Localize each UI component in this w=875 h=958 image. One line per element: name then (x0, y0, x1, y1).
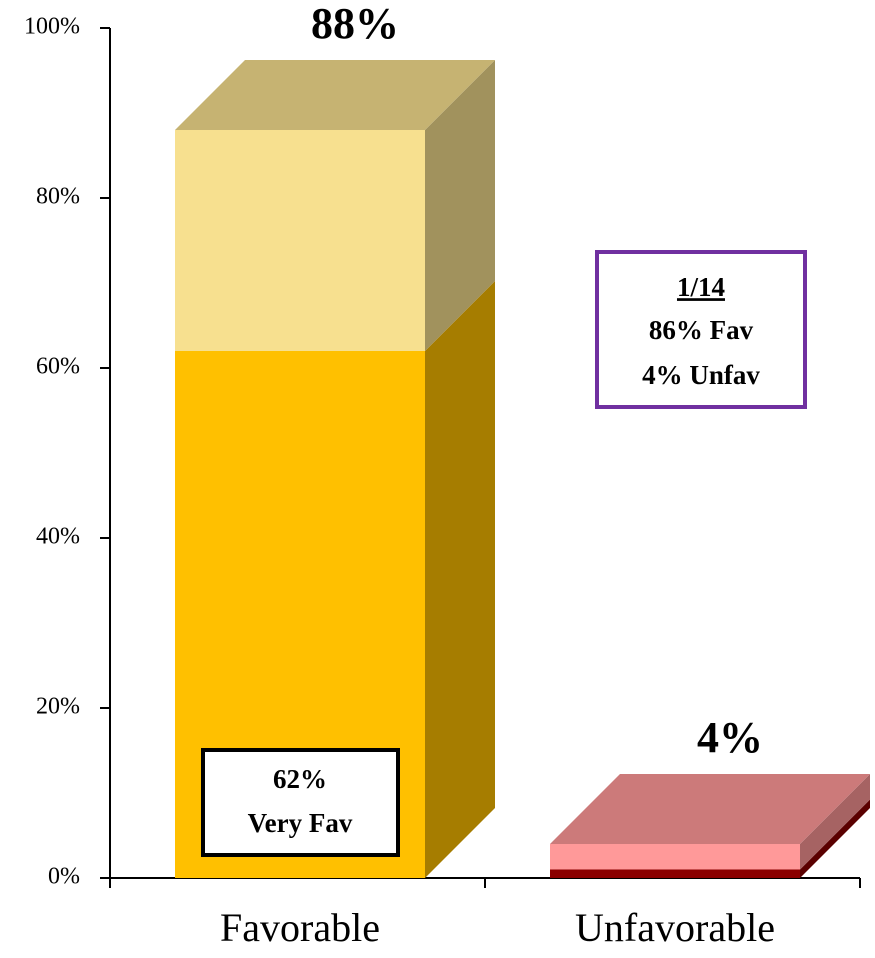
annotation-text: 62% (273, 764, 327, 794)
y-tick-label: 60% (36, 354, 80, 380)
bar-top (550, 774, 870, 844)
x-tick-label: Unfavorable (575, 905, 775, 950)
annotation-text: Very Fav (248, 808, 353, 838)
total-label: 4% (697, 713, 763, 762)
total-label: 88% (311, 0, 399, 48)
bar-side (800, 799, 870, 878)
bar (550, 844, 800, 870)
bars (175, 60, 870, 878)
bar-side (800, 774, 870, 870)
bar (550, 869, 800, 878)
annotation-box (595, 250, 807, 409)
y-tick-label: 0% (48, 864, 80, 890)
annotation-text: 1/14 (677, 272, 725, 302)
y-tick-label: 40% (36, 524, 80, 550)
x-tick-label: Favorable (220, 905, 380, 950)
bar-side (425, 60, 495, 351)
annotation-box (201, 748, 400, 857)
y-tick-label: 80% (36, 184, 80, 210)
y-tick-label: 100% (24, 14, 80, 40)
y-tick-label: 20% (36, 694, 80, 720)
annotation-text: 4% Unfav (642, 360, 760, 390)
annotation-text: 86% Fav (649, 315, 754, 345)
bar (175, 130, 425, 351)
bar-side (425, 281, 495, 878)
bar-top (175, 60, 495, 130)
